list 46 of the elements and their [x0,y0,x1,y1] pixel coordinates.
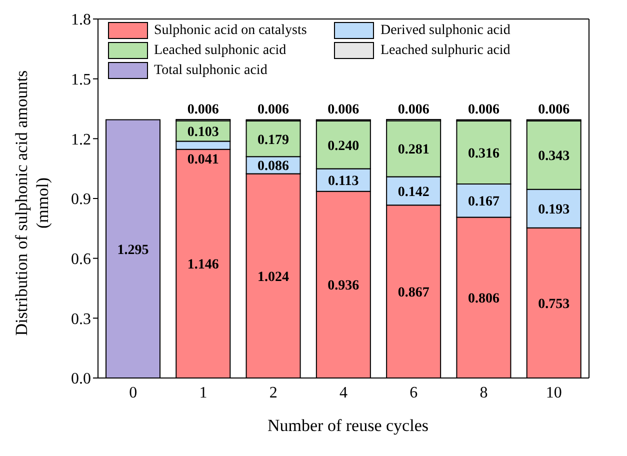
x-tick-label: 1 [199,384,208,402]
data-label: 0.006 [258,102,290,118]
x-tick-label: 4 [340,384,348,402]
legend-label: Leached sulphuric acid [379,42,512,59]
data-label: 0.006 [468,102,500,118]
data-label: 0.806 [468,292,500,307]
x-tick-label: 0 [129,384,138,402]
data-label: 0.041 [187,152,219,168]
data-label: 0.753 [538,296,570,312]
data-label: 0.142 [398,184,430,200]
data-label: 0.281 [398,142,430,158]
x-tick-label: 2 [269,384,278,402]
data-label: 0.167 [468,194,500,210]
data-label: 0.343 [538,149,570,164]
legend-label: Derived sulphonic acid [379,22,512,39]
data-label: 0.103 [187,124,219,140]
data-label: 0.006 [187,102,219,118]
y-tick-label: 0.6 [71,251,91,268]
y-tick-label: 1.5 [71,72,91,89]
data-label: 0.240 [328,138,360,154]
x-tick-label: 10 [546,384,562,402]
y-tick-label: 1.2 [71,131,91,148]
legend-label: Leached sulphonic acid [153,42,288,59]
data-label: 0.086 [258,159,290,174]
data-label: 0.006 [398,102,430,118]
legend-label: Total sulphonic acid [153,62,268,79]
y-tick-label: 0.9 [71,191,91,208]
data-label: 0.006 [538,102,570,118]
y-tick-label: 1.8 [71,12,91,29]
data-label: 0.936 [328,278,360,294]
y-axis-title: Distribution of sulphonic acid amounts (mmol) [11,69,53,338]
data-label: 1.024 [258,270,290,285]
data-label: 0.316 [468,146,500,162]
x-tick-label: 8 [480,384,488,402]
data-label: 0.006 [328,102,360,118]
x-axis-title: Number of reuse cycles [266,416,430,436]
data-label: 1.146 [187,258,219,273]
legend-label: Sulphonic acid on catalysts [153,22,308,39]
data-label: 0.179 [258,132,290,148]
data-label: 1.295 [117,242,149,258]
x-tick-label: 6 [410,384,418,402]
y-tick-label: 0.3 [71,310,91,328]
data-label: 0.193 [538,202,570,218]
data-label: 0.113 [328,174,359,190]
data-label: 0.867 [398,286,430,301]
y-tick-label: 0.0 [71,370,91,388]
